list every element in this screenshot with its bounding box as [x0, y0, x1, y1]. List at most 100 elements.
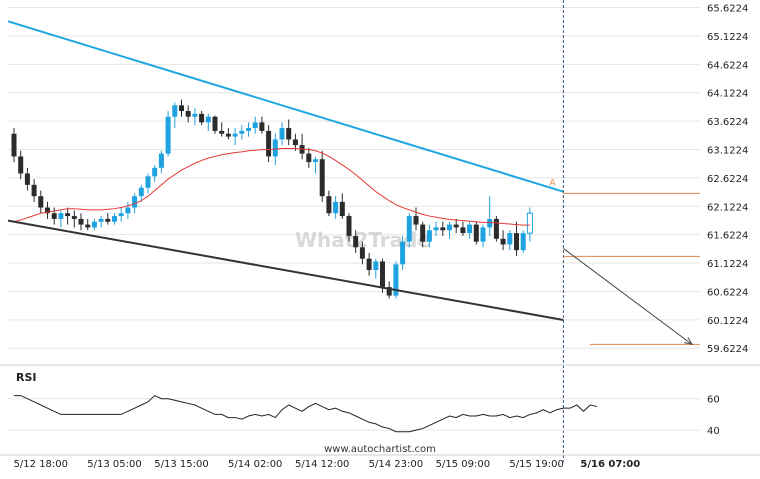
candle-body: [500, 238, 506, 245]
candle-body: [158, 153, 164, 168]
pattern-lines: A: [7, 0, 700, 462]
x-tick-label: 5/14 12:00: [295, 459, 349, 470]
resistance-trendline: [7, 20, 564, 193]
candle-body: [219, 130, 225, 134]
candle-body: [306, 153, 312, 163]
candle-body: [413, 216, 419, 225]
candle-body: [11, 133, 17, 157]
candle-body: [31, 184, 37, 197]
candle-body: [420, 224, 426, 242]
candle-body: [286, 128, 292, 140]
candle-body: [467, 224, 473, 234]
candle-body: [91, 221, 97, 228]
x-tick-label: 5/14 23:00: [369, 459, 423, 470]
rsi-tick-label: 60: [707, 395, 720, 406]
x-tick-label: 5/14 02:00: [228, 459, 282, 470]
candle-body: [359, 247, 365, 259]
candle-body: [406, 216, 412, 242]
rsi-panel: RSI 60 40: [0, 364, 760, 437]
candle-body: [85, 224, 91, 228]
candle-body: [138, 187, 144, 197]
candle-body: [380, 261, 385, 288]
candle-body: [366, 258, 372, 271]
candle-body: [225, 133, 231, 137]
candle-body: [71, 216, 77, 219]
candle-body: [24, 173, 30, 185]
rsi-label: RSI: [16, 371, 37, 384]
candle-body: [292, 139, 298, 146]
x-tick-label: 5/13 05:00: [87, 459, 141, 470]
grid: [8, 7, 700, 349]
candle-body: [239, 130, 245, 134]
candle-body: [386, 287, 392, 296]
candle-body: [132, 196, 138, 208]
candle-body: [453, 224, 459, 228]
candle-body: [179, 105, 184, 112]
candle-body: [252, 122, 258, 129]
candles: [11, 99, 533, 299]
candle-body: [440, 227, 446, 231]
candle-body: [185, 111, 191, 117]
candle-body: [326, 196, 332, 214]
support-trendline: [7, 219, 564, 321]
candle-body: [105, 218, 111, 222]
candle-body: [58, 213, 64, 219]
candle-body: [313, 159, 318, 163]
candle-body: [333, 201, 339, 214]
candle-body: [339, 201, 345, 217]
candle-body: [480, 227, 486, 242]
candle-body: [232, 133, 238, 137]
y-tick-label: 64.6224: [707, 60, 748, 71]
candle-body: [520, 233, 526, 251]
candle-body: [514, 233, 519, 251]
candle-body: [319, 159, 325, 197]
candle-body: [51, 213, 57, 219]
candle-body: [78, 218, 84, 225]
candle-body: [259, 122, 265, 131]
candle-body: [112, 216, 117, 222]
candle-body: [373, 261, 379, 271]
candle-body: [212, 116, 218, 131]
y-tick-label: 61.1224: [707, 259, 748, 270]
y-tick-label: 65.1224: [707, 32, 748, 43]
candle-body: [246, 128, 251, 131]
x-tick-label: 5/15 09:00: [436, 459, 490, 470]
candle-body: [192, 113, 198, 117]
candle-body: [199, 113, 205, 123]
forecast-arrowhead: [684, 337, 694, 346]
candle-body: [426, 230, 432, 242]
candle-body: [526, 212, 533, 234]
y-tick-label: 65.6224: [707, 4, 748, 15]
candle-body: [18, 156, 24, 174]
candle-body: [346, 216, 352, 236]
candle-body: [152, 167, 158, 177]
candle-body: [433, 227, 439, 231]
candle-body: [279, 128, 285, 140]
moving-average-line: [13, 147, 530, 226]
y-tick-label: 63.6224: [707, 117, 748, 128]
candle-body: [266, 130, 272, 157]
forecast-arrow: [563, 248, 693, 345]
candle-body: [487, 218, 493, 228]
candle-body: [38, 196, 44, 208]
y-tick-label: 59.6224: [707, 344, 748, 355]
candle-body: [393, 264, 399, 296]
y-tick-label: 62.1224: [707, 202, 748, 213]
x-tick-label: 5/15 19:00: [509, 459, 563, 470]
candle-body: [65, 213, 71, 217]
candle-body: [400, 241, 406, 265]
y-tick-label: 61.6224: [707, 231, 748, 242]
y-tick-label: 60.1224: [707, 316, 748, 327]
candle-body: [493, 218, 499, 239]
x-tick-label: 5/13 15:00: [154, 459, 208, 470]
rsi-line: [14, 394, 598, 433]
candle-body: [272, 139, 278, 157]
candle-body: [118, 213, 124, 217]
candle-body: [447, 224, 452, 231]
x-tick-label: 5/16 07:00: [580, 459, 640, 470]
candle-body: [507, 233, 513, 245]
candle-body: [353, 235, 359, 248]
candle-body: [145, 176, 151, 188]
